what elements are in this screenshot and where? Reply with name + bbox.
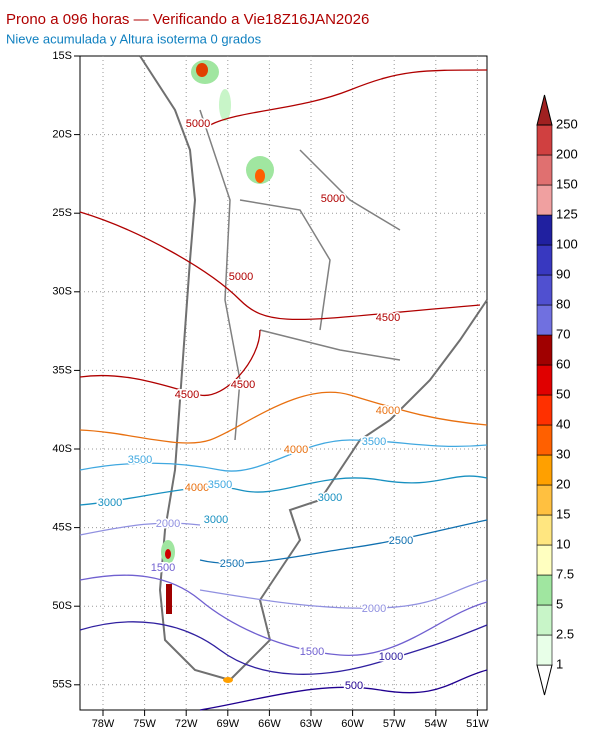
colorbar-label: 250 — [556, 116, 578, 131]
lon-label: 63W — [300, 718, 323, 730]
colorbar-box — [536, 124, 553, 156]
contour-label: 5000 — [321, 193, 345, 205]
colorbar-box — [536, 334, 553, 366]
contour-label: 2500 — [220, 558, 244, 570]
colorbar: 1 2.5 5 7.5 10 15 20 30 40 50 60 70 80 90 100 125 150 200… — [536, 94, 578, 696]
contour-label: 1500 — [300, 646, 324, 658]
contour-label: 1500 — [151, 562, 175, 574]
contour-label: 5000 — [229, 271, 253, 283]
colorbar-triangle — [536, 664, 553, 696]
lat-label: 30S — [52, 286, 72, 298]
colorbar-label: 2.5 — [556, 626, 574, 641]
colorbar-box — [536, 514, 553, 546]
colorbar-box — [536, 544, 553, 576]
contour-label: 3000 — [204, 514, 228, 526]
contour-label: 1000 — [379, 651, 403, 663]
colorbar-label: 60 — [556, 356, 570, 371]
contour-label: 500 — [345, 680, 363, 692]
lat-label: 15S — [52, 50, 72, 62]
lat-label: 35S — [52, 364, 72, 376]
contour-label: 2000 — [156, 518, 180, 530]
contour-label: 3000 — [318, 492, 342, 504]
lon-label: 69W — [216, 718, 239, 730]
colorbar-box — [536, 484, 553, 516]
lat-label: 25S — [52, 207, 72, 219]
colorbar-label: 1 — [556, 656, 563, 671]
lat-label: 40S — [52, 443, 72, 455]
colorbar-box — [536, 454, 553, 486]
colorbar-box — [536, 364, 553, 396]
contour-label: 3500 — [128, 454, 152, 466]
contour-label: 4000 — [376, 405, 400, 417]
lat-label: 45S — [52, 522, 72, 534]
colorbar-label: 7.5 — [556, 566, 574, 581]
contour-label: 4000 — [284, 444, 308, 456]
contour-label: 4500 — [175, 389, 199, 401]
colorbar-triangle — [536, 94, 553, 126]
lon-label: 51W — [466, 718, 489, 730]
lat-label: 20S — [52, 129, 72, 141]
colorbar-box — [536, 214, 553, 246]
map-frame — [79, 55, 488, 711]
contour-label: 5000 — [186, 118, 210, 130]
lon-label: 57W — [383, 718, 406, 730]
colorbar-box — [536, 424, 553, 456]
colorbar-box — [536, 274, 553, 306]
colorbar-label: 125 — [556, 206, 578, 221]
colorbar-label: 70 — [556, 326, 570, 341]
contour-label: 2000 — [362, 603, 386, 615]
colorbar-label: 50 — [556, 386, 570, 401]
title: Prono a 096 horas — Verificando a Vie18Z… — [6, 11, 369, 28]
lon-label: 54W — [424, 718, 447, 730]
colorbar-box — [536, 244, 553, 276]
contour-label: 3500 — [362, 436, 386, 448]
borders — [199, 109, 401, 441]
colorbar-label: 30 — [556, 446, 570, 461]
contour-label: 3500 — [208, 479, 232, 491]
lat-label: 55S — [52, 679, 72, 691]
colorbar-box — [536, 154, 553, 186]
colorbar-box — [536, 394, 553, 426]
colorbar-box — [536, 184, 553, 216]
contour-label: 4000 — [185, 482, 209, 494]
colorbar-box — [536, 574, 553, 606]
lon-label: 60W — [341, 718, 364, 730]
contour-label: 2500 — [389, 535, 413, 547]
colorbar-label: 5 — [556, 596, 563, 611]
colorbar-box — [536, 304, 553, 336]
colorbar-label: 150 — [556, 176, 578, 191]
colorbar-label: 200 — [556, 146, 578, 161]
colorbar-label: 100 — [556, 236, 578, 251]
lon-label: 75W — [133, 718, 156, 730]
map: 5000500050004500450045004000400040003500… — [79, 55, 488, 711]
colorbar-label: 40 — [556, 416, 570, 431]
graticule — [80, 56, 487, 710]
colorbar-label: 15 — [556, 506, 570, 521]
colorbar-label: 10 — [556, 536, 570, 551]
lon-label: 78W — [92, 718, 115, 730]
lon-label: 66W — [258, 718, 281, 730]
contour-label: 4500 — [376, 312, 400, 324]
contour-label: 4500 — [231, 379, 255, 391]
contour-labels: 5000500050004500450045004000400040003500… — [96, 116, 414, 693]
contour-label: 3000 — [98, 497, 122, 509]
lat-label: 50S — [52, 600, 72, 612]
colorbar-label: 20 — [556, 476, 570, 491]
subtitle: Nieve acumulada y Altura isoterma 0 grad… — [6, 31, 262, 46]
colorbar-box — [536, 604, 553, 636]
colorbar-label: 80 — [556, 296, 570, 311]
snow-areas — [161, 60, 274, 683]
colorbar-box — [536, 634, 553, 666]
isotherm-contours — [79, 69, 488, 711]
lon-label: 72W — [175, 718, 198, 730]
colorbar-label: 90 — [556, 266, 570, 281]
